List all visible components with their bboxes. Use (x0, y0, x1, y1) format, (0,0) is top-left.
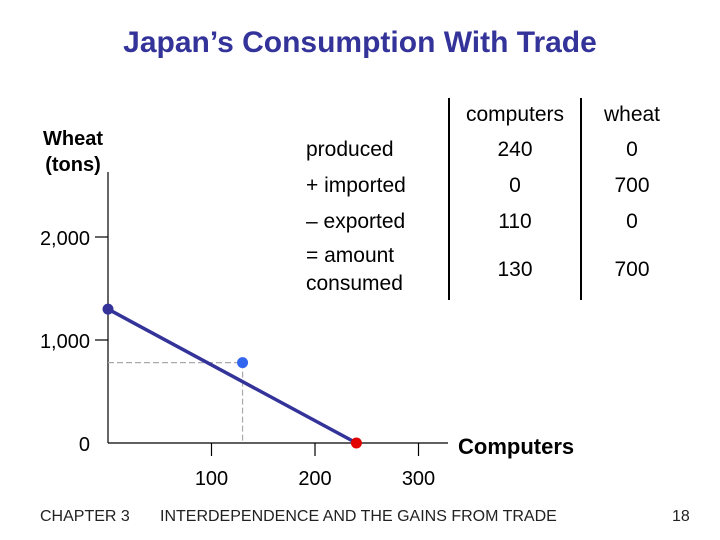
table-header-wheat: wheat (580, 98, 682, 132)
footer-subtitle: INTERDEPENDENCE AND THE GAINS FROM TRADE (160, 508, 557, 525)
ppf-line (106, 307, 359, 445)
chart-guides (108, 362, 244, 443)
row-label: = amount consumed (306, 244, 403, 295)
footer-chapter: CHAPTER 3 (40, 508, 130, 525)
table-row: – exported 110 0 (296, 204, 682, 240)
table-row: produced 240 0 (296, 132, 682, 168)
footer-page-number: 18 (672, 508, 690, 525)
ppf-start-point (102, 303, 114, 315)
cell-computers: 130 (448, 240, 581, 300)
table-header-computers: computers (448, 98, 581, 132)
cell-wheat: 700 (580, 240, 682, 300)
table-header-row: computers wheat (296, 98, 682, 132)
cell-wheat: 700 (580, 168, 682, 204)
trade-table: computers wheat produced 240 0 + importe… (296, 98, 682, 300)
row-label: – exported (306, 210, 406, 233)
x-tick-label: 100 (195, 468, 228, 490)
x-tick-label: 300 (402, 468, 435, 490)
cell-computers: 110 (448, 204, 581, 240)
table-header-empty (296, 98, 449, 132)
cell-computers: 0 (448, 168, 581, 204)
cell-computers: 240 (448, 132, 581, 168)
production-point (350, 437, 362, 449)
y-tick-label: 0 (79, 434, 90, 456)
y-tick-label: 1,000 (40, 331, 90, 353)
cell-wheat: 0 (580, 204, 682, 240)
table-row: + imported 0 700 (296, 168, 682, 204)
chart-ticks: 0 1,000 2,000 100 200 300 (40, 228, 435, 490)
row-label: produced (306, 138, 394, 161)
table-row: = amount consumed 130 700 (296, 240, 682, 300)
consumption-point (237, 357, 249, 369)
y-axis-label: Wheat (tons) (43, 128, 103, 176)
chart-series (102, 303, 362, 449)
row-label: + imported (306, 174, 406, 197)
x-axis-label: Computers (458, 434, 575, 459)
y-tick-label: 2,000 (40, 228, 90, 250)
x-tick-label: 200 (298, 468, 331, 490)
page-title: Japan’s Consumption With Trade (123, 26, 597, 59)
cell-wheat: 0 (580, 132, 682, 168)
